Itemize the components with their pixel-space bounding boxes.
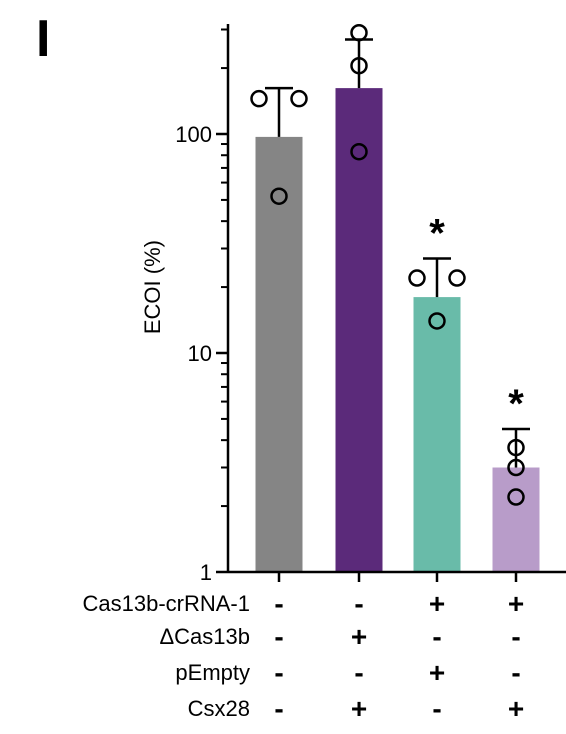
- condition-sign-4-2: +: [351, 693, 367, 724]
- condition-sign-2-1: -: [274, 621, 283, 652]
- y-tick-label-1: 1: [200, 560, 212, 585]
- bar-4: [492, 467, 540, 572]
- condition-sign-3-1: -: [274, 657, 283, 688]
- condition-sign-2-3: -: [432, 621, 441, 652]
- data-point-2-2: [350, 56, 368, 75]
- y-axis-label: ECOI (%): [140, 240, 165, 334]
- condition-sign-2-2: +: [351, 621, 367, 652]
- condition-sign-3-4: -: [511, 657, 520, 688]
- condition-table: Cas13b-crRNA-1- - + +ΔCas13b - + - -pEmpty - - + -C…: [83, 588, 525, 724]
- y-tick-label-3: 100: [175, 122, 212, 147]
- condition-sign-4-1: -: [274, 693, 283, 724]
- condition-sign-3-2: -: [354, 657, 363, 688]
- data-point-3-1: [408, 269, 426, 287]
- condition-label-4: Csx28: [188, 696, 250, 721]
- panel-letter: I: [36, 10, 50, 68]
- bar-1: [255, 136, 303, 573]
- chart-axes: 1 10 100: [175, 24, 566, 585]
- condition-sign-1-2: -: [354, 588, 363, 619]
- data-point-1-2: [290, 89, 308, 108]
- condition-sign-4-3: -: [432, 693, 441, 724]
- data-point-4-1: [507, 438, 525, 457]
- data-point-2-1: [350, 23, 368, 42]
- data-point-1-3: [270, 187, 288, 205]
- condition-label-1: Cas13b-crRNA-1: [83, 591, 251, 616]
- data-point-4-2: [507, 458, 525, 477]
- condition-sign-1-3: +: [429, 588, 445, 619]
- bar-3: [413, 297, 461, 572]
- condition-sign-2-4: -: [511, 621, 520, 652]
- data-point-2-3: [350, 142, 368, 161]
- condition-sign-4-4: +: [508, 693, 524, 724]
- condition-sign-3-3: +: [429, 657, 445, 688]
- y-tick-label-2: 10: [188, 341, 212, 366]
- chart-marks: **: [250, 23, 540, 573]
- condition-sign-1-1: -: [274, 588, 283, 619]
- condition-label-2: ΔCas13b: [159, 624, 250, 649]
- data-point-1-1: [250, 89, 268, 108]
- data-point-3-3: [428, 312, 446, 330]
- bar-2: [335, 88, 383, 572]
- data-point-4-3: [507, 488, 525, 506]
- condition-label-3: pEmpty: [175, 660, 250, 685]
- significance-marker-3: *: [429, 212, 445, 256]
- data-point-3-2: [448, 269, 466, 287]
- significance-marker-4: *: [508, 382, 524, 426]
- condition-sign-1-4: +: [508, 588, 524, 619]
